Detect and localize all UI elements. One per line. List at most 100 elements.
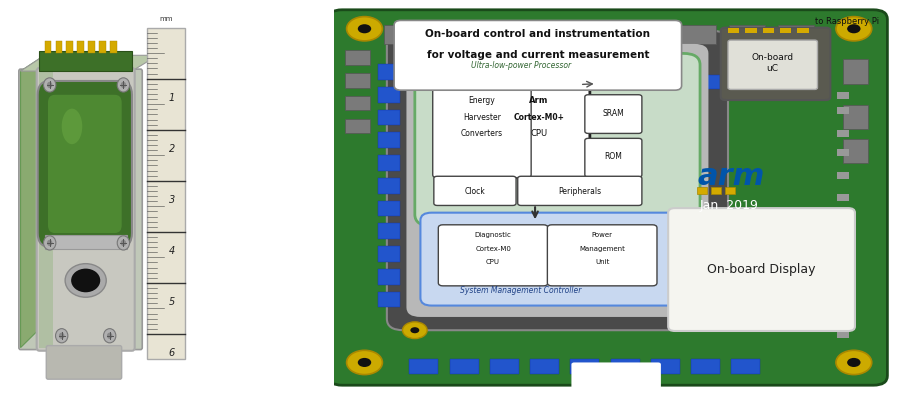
Text: Test-chip: Test-chip <box>586 37 639 47</box>
Bar <box>837 92 850 99</box>
Bar <box>410 75 438 89</box>
Text: 4: 4 <box>169 246 175 256</box>
Bar <box>837 286 850 292</box>
Bar <box>630 25 667 44</box>
Circle shape <box>117 78 130 92</box>
FancyBboxPatch shape <box>328 10 888 385</box>
Bar <box>379 109 400 126</box>
Bar <box>530 359 559 374</box>
Text: ROM: ROM <box>604 152 622 162</box>
Bar <box>379 269 400 285</box>
Bar <box>449 359 479 374</box>
Bar <box>763 28 774 32</box>
Bar <box>384 25 420 44</box>
FancyBboxPatch shape <box>394 21 682 90</box>
Circle shape <box>121 240 126 246</box>
Bar <box>99 41 106 53</box>
Bar <box>842 139 868 164</box>
FancyBboxPatch shape <box>40 71 53 348</box>
FancyBboxPatch shape <box>518 176 642 205</box>
Bar <box>490 75 519 89</box>
Bar <box>732 75 760 89</box>
Text: Harvester: Harvester <box>463 113 501 122</box>
Text: Diagnostic: Diagnostic <box>474 232 511 239</box>
Text: to Raspberry Pi: to Raspberry Pi <box>815 17 879 26</box>
FancyBboxPatch shape <box>728 40 817 89</box>
Bar <box>379 201 400 216</box>
Text: 6: 6 <box>169 348 175 358</box>
FancyBboxPatch shape <box>37 68 134 351</box>
Text: Cortex-M0+: Cortex-M0+ <box>513 113 565 122</box>
Bar <box>44 235 127 249</box>
Circle shape <box>107 333 113 339</box>
Bar <box>147 28 185 359</box>
FancyBboxPatch shape <box>548 225 657 286</box>
Bar <box>483 25 519 44</box>
Text: Ultra-low-power Processor: Ultra-low-power Processor <box>471 62 571 70</box>
Circle shape <box>117 236 130 250</box>
FancyBboxPatch shape <box>387 31 728 330</box>
Bar <box>67 41 73 53</box>
Bar <box>531 25 568 44</box>
Bar <box>379 223 400 239</box>
Text: 5: 5 <box>169 297 175 307</box>
Circle shape <box>358 358 372 367</box>
Bar <box>345 118 370 133</box>
Circle shape <box>847 358 861 367</box>
Circle shape <box>346 17 382 41</box>
Bar <box>837 263 850 269</box>
Text: Cortex-M0: Cortex-M0 <box>475 246 511 252</box>
Circle shape <box>836 17 871 41</box>
Text: Management: Management <box>579 246 625 252</box>
Bar <box>40 51 132 71</box>
Bar <box>530 75 559 89</box>
Bar <box>490 359 519 374</box>
Bar <box>729 25 765 44</box>
Ellipse shape <box>65 264 106 297</box>
Text: CPU: CPU <box>530 128 548 137</box>
Text: Arm: Arm <box>529 96 548 105</box>
Bar <box>842 105 868 129</box>
Bar <box>581 25 617 44</box>
Bar <box>379 132 400 148</box>
Circle shape <box>56 329 68 343</box>
Bar <box>837 240 850 247</box>
Text: 1: 1 <box>169 93 175 103</box>
Bar <box>780 28 791 32</box>
Bar <box>56 41 61 53</box>
FancyBboxPatch shape <box>48 95 122 233</box>
FancyBboxPatch shape <box>584 95 642 134</box>
Text: On-board
uC: On-board uC <box>751 53 794 73</box>
Text: mm: mm <box>160 16 173 22</box>
Bar <box>697 187 707 194</box>
Text: Power: Power <box>592 232 612 239</box>
Bar <box>379 246 400 262</box>
Circle shape <box>358 24 372 33</box>
Bar <box>379 87 400 103</box>
Text: System Management Controller: System Management Controller <box>460 286 582 295</box>
Text: arm: arm <box>697 162 765 191</box>
Bar <box>837 331 850 338</box>
Bar <box>732 359 760 374</box>
Bar <box>611 75 640 89</box>
Circle shape <box>847 24 861 33</box>
Bar <box>725 187 735 194</box>
Text: On-board Display: On-board Display <box>707 263 815 276</box>
Bar <box>745 28 757 32</box>
Text: CPU: CPU <box>486 259 500 265</box>
Circle shape <box>43 236 56 250</box>
Bar <box>797 28 808 32</box>
FancyBboxPatch shape <box>584 138 642 177</box>
FancyBboxPatch shape <box>38 81 132 247</box>
Text: for voltage and current measurement: for voltage and current measurement <box>427 50 649 60</box>
FancyBboxPatch shape <box>721 28 831 100</box>
FancyBboxPatch shape <box>415 53 700 226</box>
Bar <box>570 359 599 374</box>
Bar <box>837 194 850 201</box>
Polygon shape <box>21 55 158 71</box>
Text: 2: 2 <box>169 144 175 154</box>
Bar <box>842 59 868 84</box>
Bar <box>691 359 720 374</box>
FancyBboxPatch shape <box>438 225 548 286</box>
Text: Peripherals: Peripherals <box>558 186 602 196</box>
